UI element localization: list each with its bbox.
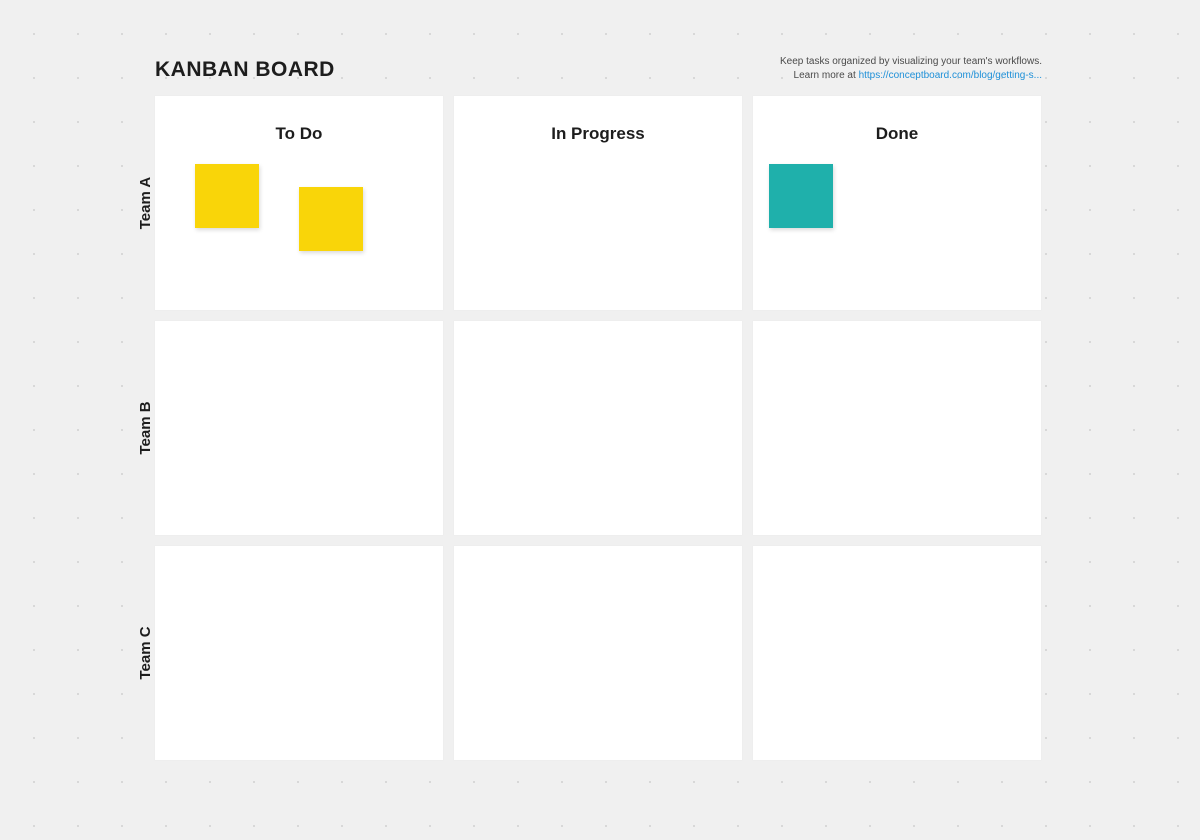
board-subtitle: Keep tasks organized by visualizing your… (780, 55, 1042, 82)
kanban-cell[interactable]: Done (753, 96, 1041, 310)
kanban-cell[interactable]: To Do (155, 96, 443, 310)
column-header: To Do (155, 124, 443, 144)
column-header: In Progress (454, 124, 742, 144)
subtitle-line2-prefix: Learn more at (794, 70, 859, 81)
board-header: KANBAN BOARD Keep tasks organized by vis… (155, 55, 1042, 82)
sticky-note[interactable] (299, 187, 363, 251)
row-label: Team C (137, 626, 154, 679)
sticky-note[interactable] (769, 164, 833, 228)
kanban-cell[interactable]: In Progress (454, 96, 742, 310)
canvas[interactable]: KANBAN BOARD Keep tasks organized by vis… (0, 0, 1200, 840)
column-header: Done (753, 124, 1041, 144)
kanban-cell[interactable] (753, 321, 1041, 535)
subtitle-line1: Keep tasks organized by visualizing your… (780, 56, 1042, 67)
row-label: Team A (137, 177, 154, 230)
kanban-cell[interactable] (753, 546, 1041, 760)
kanban-cell[interactable] (454, 546, 742, 760)
kanban-cell[interactable] (155, 546, 443, 760)
board-title: KANBAN BOARD (155, 58, 335, 82)
kanban-cell[interactable] (155, 321, 443, 535)
learn-more-link[interactable]: https://conceptboard.com/blog/getting-s.… (859, 70, 1042, 81)
row-label: Team B (137, 401, 154, 454)
kanban-grid[interactable]: To Do In Progress Done (155, 96, 1041, 760)
kanban-cell[interactable] (454, 321, 742, 535)
sticky-note[interactable] (195, 164, 259, 228)
